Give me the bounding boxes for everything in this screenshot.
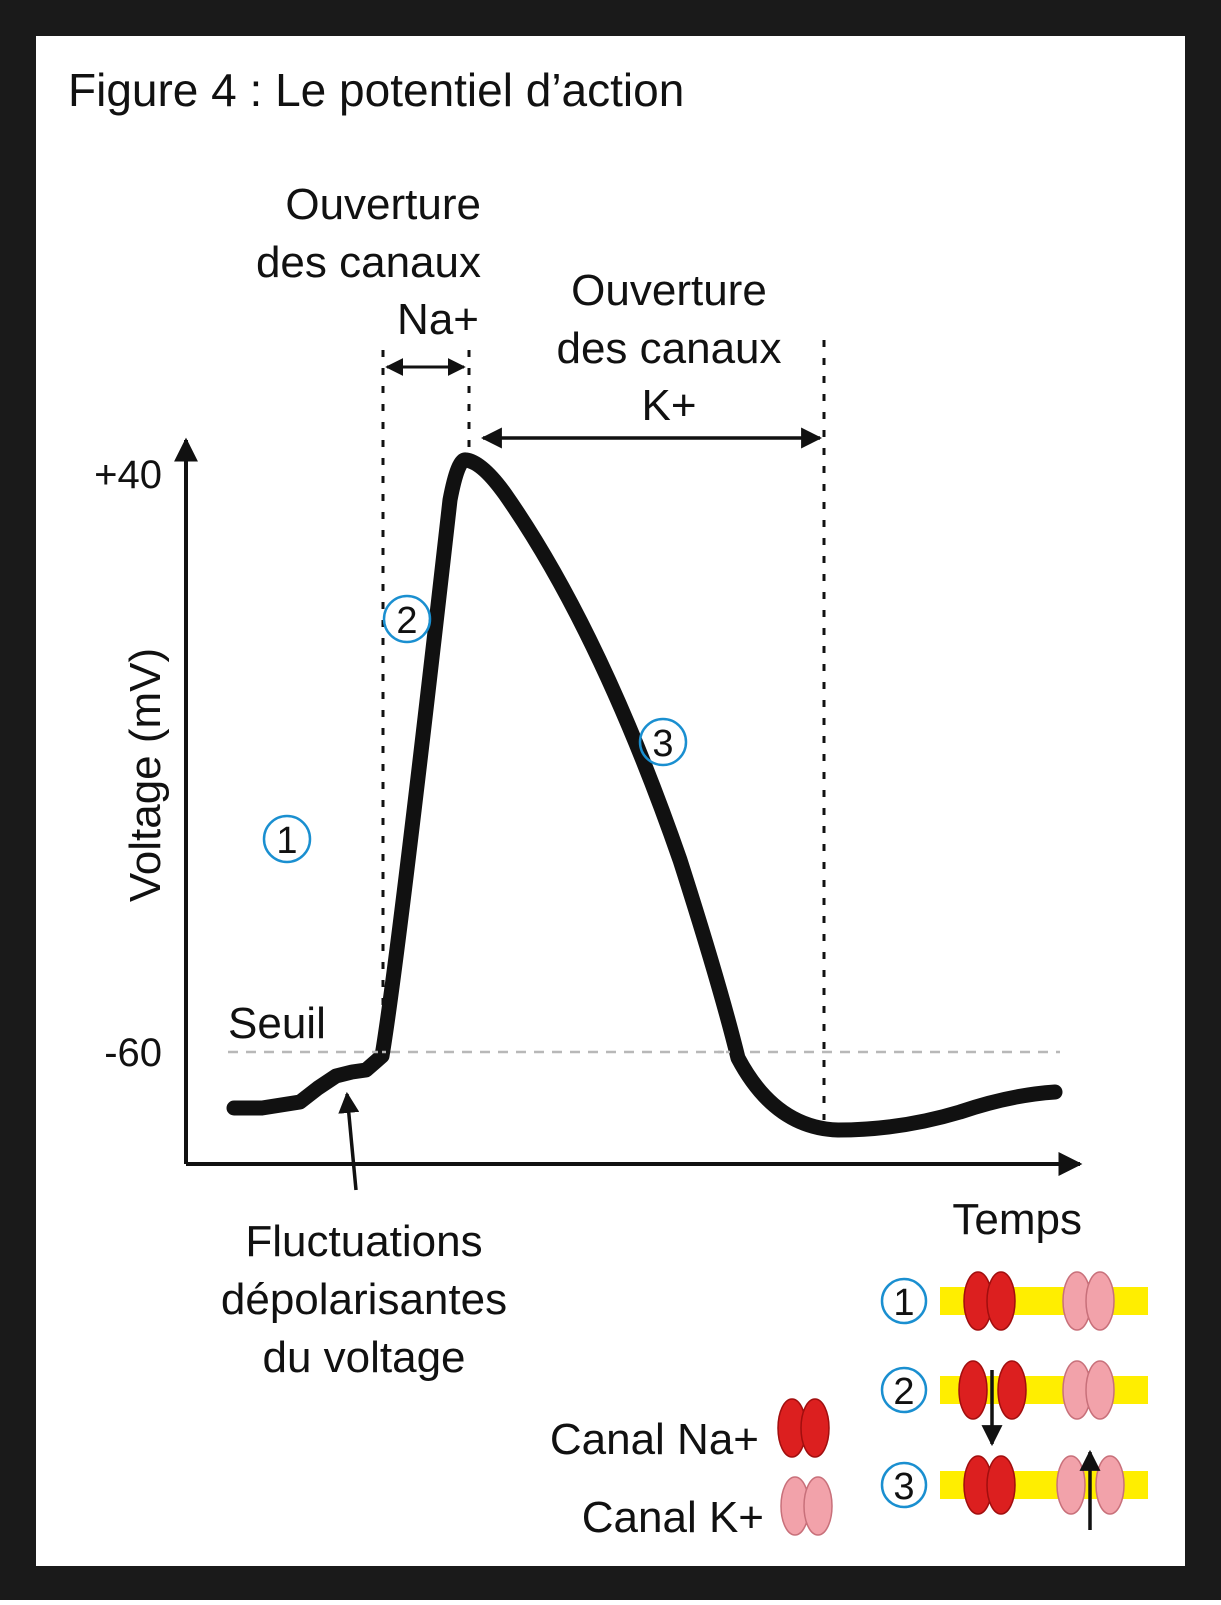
figure-title: Figure 4 : Le potentiel d’action (68, 64, 684, 116)
legend-na-label: Canal Na+ (550, 1415, 759, 1464)
phase-marker-2: 2 (382, 594, 432, 644)
action-potential-curve (226, 452, 1063, 1138)
na-annotation-line3: Na+ (397, 295, 479, 344)
phase-marker-3: 3 (638, 717, 688, 767)
na-annotation-line1: Ouverture (285, 180, 481, 229)
state-3-diagram: 3 (880, 1449, 1148, 1530)
svg-text:3: 3 (893, 1466, 914, 1508)
fluctuations-arrow (338, 1091, 360, 1191)
legend-na-channel-icon (777, 1398, 830, 1458)
state-2-diagram: 2 (880, 1360, 1148, 1447)
svg-text:1: 1 (893, 1282, 914, 1324)
svg-text:1: 1 (276, 820, 297, 862)
fluctuations-line1: Fluctuations (245, 1217, 482, 1266)
state-1-diagram: 1 (880, 1271, 1148, 1331)
k-annotation-line1: Ouverture (571, 266, 767, 315)
svg-text:2: 2 (396, 600, 417, 642)
k-annotation-line2: des canaux (556, 324, 781, 373)
tick-label-top: +40 (94, 453, 162, 497)
legend-k-channel-icon (780, 1476, 833, 1536)
tick-label-bottom: -60 (104, 1031, 162, 1075)
svg-text:2: 2 (893, 1371, 914, 1413)
na-annotation-line2: des canaux (256, 238, 481, 287)
y-axis-label: Voltage (mV) (121, 648, 170, 902)
k-annotation-line3: K+ (641, 381, 696, 430)
legend-k-label: Canal K+ (582, 1493, 764, 1542)
svg-text:3: 3 (652, 723, 673, 765)
x-axis-label: Temps (952, 1195, 1082, 1244)
phase-marker-1: 1 (262, 814, 312, 864)
fluctuations-line2: dépolarisantes (221, 1275, 507, 1324)
threshold-label: Seuil (228, 999, 326, 1048)
fluctuations-line3: du voltage (262, 1333, 465, 1382)
